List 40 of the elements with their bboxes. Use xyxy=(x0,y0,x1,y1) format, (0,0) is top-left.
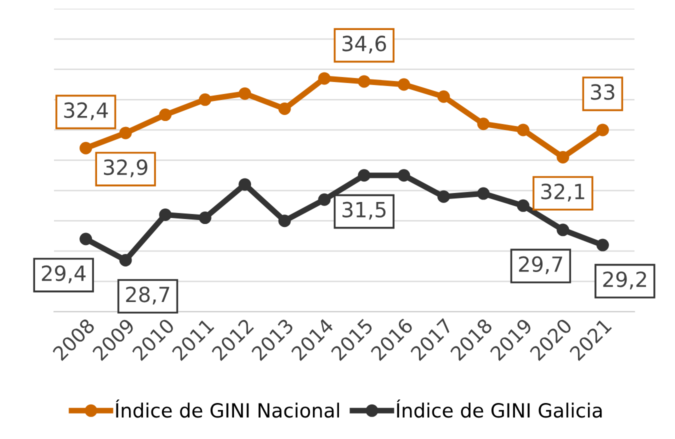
data-label: 31,5 xyxy=(342,202,386,220)
data-label: 29,4 xyxy=(42,265,86,284)
point xyxy=(398,78,410,91)
point xyxy=(596,238,609,252)
point xyxy=(477,187,490,200)
point xyxy=(80,232,92,246)
point xyxy=(318,193,331,206)
point xyxy=(198,212,212,224)
point xyxy=(238,178,252,191)
legend-label: Índice de GINI Nacional xyxy=(116,399,339,418)
data-label: 29,7 xyxy=(519,256,562,274)
point xyxy=(278,214,291,228)
data-label: 32,9 xyxy=(104,159,148,178)
point xyxy=(516,124,530,136)
point xyxy=(437,90,450,103)
point xyxy=(398,169,410,182)
point xyxy=(318,72,331,85)
point xyxy=(238,87,252,100)
point xyxy=(119,126,132,140)
data-label: 32,4 xyxy=(64,102,108,120)
point xyxy=(119,254,132,266)
point xyxy=(358,169,370,182)
data-label: 28,7 xyxy=(126,286,170,304)
point xyxy=(556,224,570,236)
point xyxy=(198,93,212,106)
point xyxy=(516,199,530,212)
legend-label: Índice de GINI Galicia xyxy=(396,399,602,418)
point xyxy=(159,108,172,122)
point xyxy=(556,150,570,164)
point xyxy=(358,75,370,88)
data-label: 33 xyxy=(591,84,614,100)
point xyxy=(596,124,609,136)
point xyxy=(477,118,490,130)
data-label: 29,2 xyxy=(603,271,646,290)
point xyxy=(159,208,172,222)
point xyxy=(278,102,291,115)
point xyxy=(80,142,92,154)
data-label: 34,6 xyxy=(342,36,386,54)
point xyxy=(437,190,450,203)
data-label: 32,1 xyxy=(541,184,584,202)
